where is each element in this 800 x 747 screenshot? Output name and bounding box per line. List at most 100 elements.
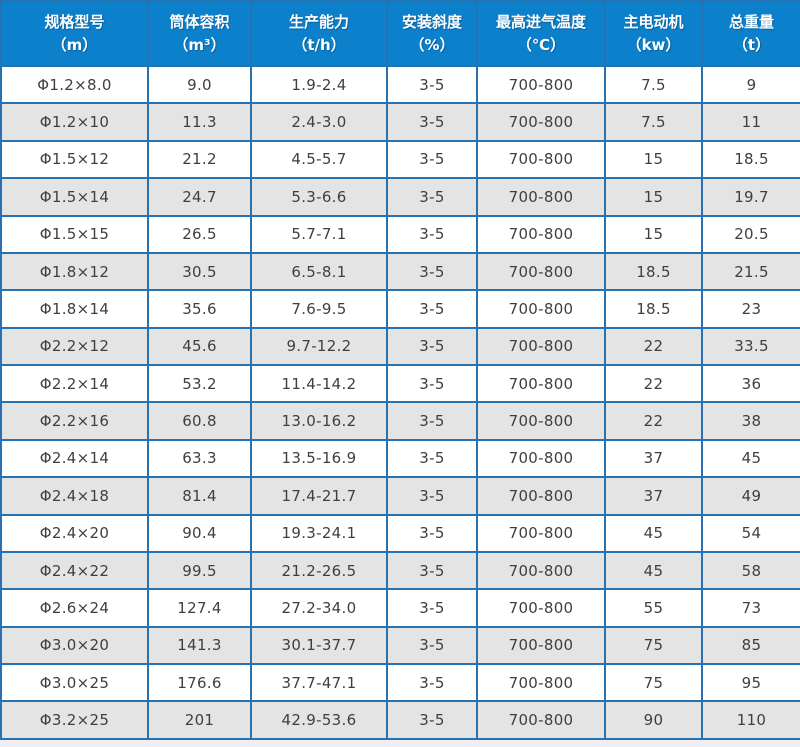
- table-cell: 2.4-3.0: [250, 102, 388, 142]
- table-cell: 22: [604, 401, 703, 441]
- table-cell: 9.0: [147, 64, 252, 105]
- table-cell: Φ2.4×22: [0, 550, 149, 591]
- table-row: Φ3.0×20 141.3 30.1-37.7 3-5 700-800 75 85: [0, 625, 800, 666]
- table-cell: 700-800: [476, 625, 606, 666]
- table-cell: 176.6: [147, 662, 252, 703]
- table-cell: 700-800: [476, 513, 606, 553]
- table-cell: Φ2.4×18: [0, 476, 149, 516]
- table-cell: 3-5: [386, 625, 478, 666]
- column-header-unit: （m³）: [173, 35, 226, 54]
- table-cell: 700-800: [476, 251, 606, 292]
- table-row: Φ1.5×14 24.7 5.3-6.6 3-5 700-800 15 19.7: [0, 177, 800, 217]
- table-cell: Φ1.5×15: [0, 214, 149, 254]
- column-header-unit: （t/h）: [292, 35, 346, 54]
- table-cell: 3-5: [386, 64, 478, 105]
- table-cell: 700-800: [476, 177, 606, 217]
- table-cell: 30.5: [147, 251, 252, 292]
- table-row: Φ2.6×24 127.4 27.2-34.0 3-5 700-800 55 73: [0, 588, 800, 628]
- column-header-name: 筒体容积: [169, 13, 230, 31]
- table-cell: 90.4: [147, 513, 252, 553]
- table-row: Φ1.8×12 30.5 6.5-8.1 3-5 700-800 18.5 21.5: [0, 251, 800, 292]
- table-cell: 700-800: [476, 476, 606, 516]
- table-cell: 24.7: [147, 177, 252, 217]
- table-cell: 95: [701, 662, 800, 703]
- table-cell: 3-5: [386, 102, 478, 142]
- table-cell: 19.3-24.1: [250, 513, 388, 553]
- table-cell: 3-5: [386, 700, 478, 740]
- table-cell: 18.5: [604, 251, 703, 292]
- table-cell: 3-5: [386, 513, 478, 553]
- table-cell: 63.3: [147, 438, 252, 479]
- table-cell: 45.6: [147, 326, 252, 367]
- table-cell: 700-800: [476, 289, 606, 329]
- table-cell: Φ3.0×25: [0, 662, 149, 703]
- table-cell: Φ2.6×24: [0, 588, 149, 628]
- table-body: Φ1.2×8.0 9.0 1.9-2.4 3-5 700-800 7.5 9 Φ1.2×10 1…: [0, 64, 800, 740]
- table-cell: Φ2.4×14: [0, 438, 149, 479]
- header-row: 规格型号 （m） 筒体容积 （m³） 生产能力 （t/h） 安装斜度 （%） 最高进气温度 （℃）…: [0, 0, 800, 67]
- table-cell: Φ1.5×12: [0, 139, 149, 180]
- column-header: 总重量 （t）: [701, 0, 800, 67]
- table-row: Φ1.8×14 35.6 7.6-9.5 3-5 700-800 18.5 23: [0, 289, 800, 329]
- column-header: 筒体容积 （m³）: [147, 0, 252, 67]
- table-cell: 700-800: [476, 588, 606, 628]
- table-cell: 1.9-2.4: [250, 64, 388, 105]
- table-cell: 3-5: [386, 214, 478, 254]
- table-cell: 85: [701, 625, 800, 666]
- table-cell: 700-800: [476, 662, 606, 703]
- table-row: Φ1.2×10 11.3 2.4-3.0 3-5 700-800 7.5 11: [0, 102, 800, 142]
- table-cell: 26.5: [147, 214, 252, 254]
- table-cell: 23: [701, 289, 800, 329]
- table-cell: 15: [604, 214, 703, 254]
- table-cell: Φ1.8×14: [0, 289, 149, 329]
- table-cell: 3-5: [386, 289, 478, 329]
- table-cell: 700-800: [476, 438, 606, 479]
- table-cell: 3-5: [386, 662, 478, 703]
- table-cell: 700-800: [476, 550, 606, 591]
- table-cell: 7.5: [604, 102, 703, 142]
- table-cell: 141.3: [147, 625, 252, 666]
- table-cell: 37: [604, 476, 703, 516]
- column-header: 规格型号 （m）: [0, 0, 149, 67]
- table-cell: 9.7-12.2: [250, 326, 388, 367]
- table-cell: 36: [701, 363, 800, 404]
- column-header-name: 规格型号: [44, 13, 105, 31]
- table-cell: 75: [604, 625, 703, 666]
- column-header-name: 最高进气温度: [495, 13, 586, 31]
- table-cell: 700-800: [476, 326, 606, 367]
- table-cell: Φ3.0×20: [0, 625, 149, 666]
- table-cell: 19.7: [701, 177, 800, 217]
- table-row: Φ2.2×12 45.6 9.7-12.2 3-5 700-800 22 33.5: [0, 326, 800, 367]
- table-cell: 21.2-26.5: [250, 550, 388, 591]
- table-cell: 7.6-9.5: [250, 289, 388, 329]
- table-cell: 3-5: [386, 139, 478, 180]
- table-row: Φ2.2×14 53.2 11.4-14.2 3-5 700-800 22 36: [0, 363, 800, 404]
- table-cell: 20.5: [701, 214, 800, 254]
- table-cell: 700-800: [476, 401, 606, 441]
- table-cell: 5.3-6.6: [250, 177, 388, 217]
- table-cell: 22: [604, 326, 703, 367]
- table-cell: 13.5-16.9: [250, 438, 388, 479]
- column-header-unit: （kw）: [626, 35, 681, 54]
- table-cell: Φ2.4×20: [0, 513, 149, 553]
- table-cell: 58: [701, 550, 800, 591]
- table-cell: 13.0-16.2: [250, 401, 388, 441]
- table-cell: Φ1.2×8.0: [0, 64, 149, 105]
- table-cell: 37.7-47.1: [250, 662, 388, 703]
- column-header: 安装斜度 （%）: [386, 0, 478, 67]
- table-cell: 110: [701, 700, 800, 740]
- table-cell: Φ1.2×10: [0, 102, 149, 142]
- table-cell: 3-5: [386, 588, 478, 628]
- table-row: Φ2.4×22 99.5 21.2-26.5 3-5 700-800 45 58: [0, 550, 800, 591]
- table-cell: 127.4: [147, 588, 252, 628]
- column-header-name: 主电动机: [623, 13, 684, 31]
- table-cell: 60.8: [147, 401, 252, 441]
- table-cell: 45: [701, 438, 800, 479]
- table-row: Φ1.5×15 26.5 5.7-7.1 3-5 700-800 15 20.5: [0, 214, 800, 254]
- column-header-name: 总重量: [728, 13, 774, 31]
- table-cell: 37: [604, 438, 703, 479]
- table-cell: 99.5: [147, 550, 252, 591]
- table-cell: 11: [701, 102, 800, 142]
- column-header: 最高进气温度 （℃）: [476, 0, 606, 67]
